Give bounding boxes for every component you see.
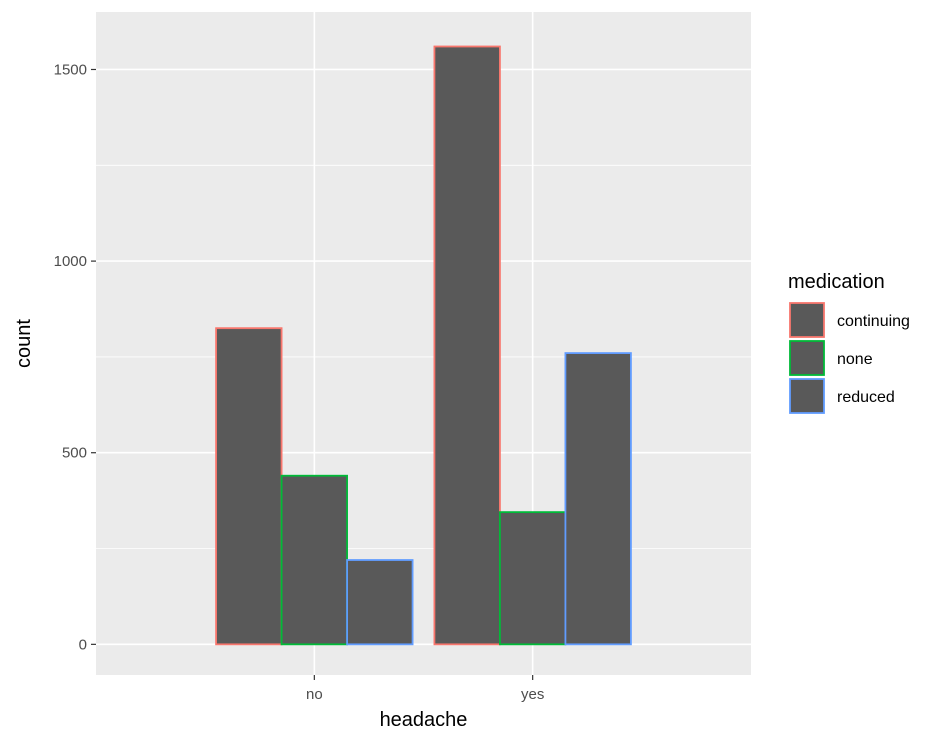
bar-yes-reduced [564,352,632,646]
bar-yes-continuing [433,45,501,646]
bars [215,45,632,646]
y-tick-label: 1000 [54,253,87,270]
bar-no-reduced [346,559,414,646]
y-axis-title: count [13,319,35,368]
legend-label-continuing: continuing [837,313,910,330]
x-tick-label: no [306,686,323,703]
y-tick-label: 1500 [54,61,87,78]
legend-key-none [789,340,825,376]
legend: medication continuing none reduced [788,271,910,414]
legend-key-reduced [789,378,825,414]
legend-key-continuing [789,302,825,338]
y-tick-label: 0 [79,636,87,653]
x-tick-label: yes [521,686,544,703]
legend-title: medication [788,271,885,293]
bar-yes-none [499,511,567,646]
x-axis-title: headache [380,709,468,731]
y-tick-label: 500 [62,445,87,462]
legend-label-reduced: reduced [837,389,895,406]
minor-gridlines [96,164,751,549]
plot-panel [96,12,751,675]
bar-no-continuing [215,327,283,646]
legend-label-none: none [837,351,873,368]
y-axis-ticks: 0 500 1000 1500 [54,61,96,653]
bar-no-none [280,474,348,646]
x-axis-ticks: no yes [306,675,544,703]
